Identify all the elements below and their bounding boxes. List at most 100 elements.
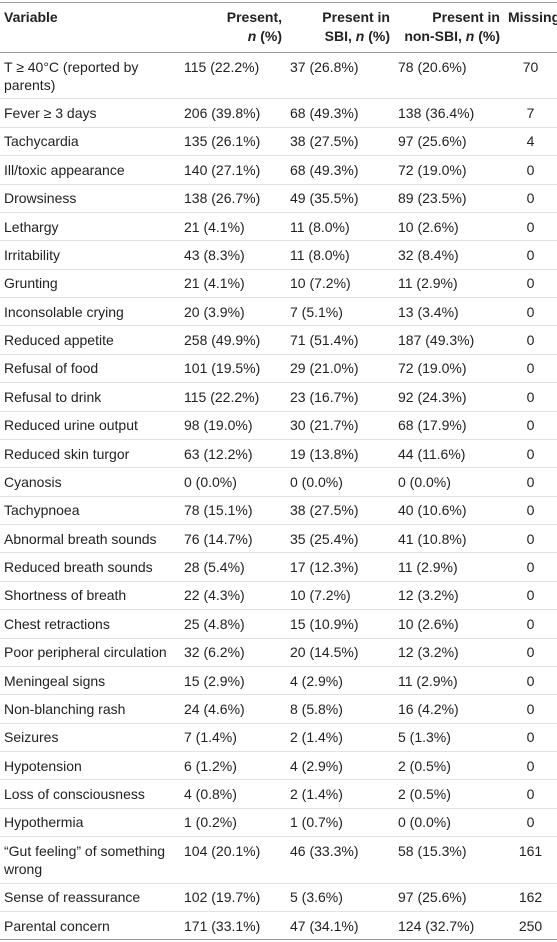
variable-cell: Chest retractions <box>0 609 180 639</box>
value-cell: 1 (0.7%) <box>286 808 394 838</box>
table-row: Cyanosis 0 (0.0%) 0 (0.0%) 0 (0.0%) 0 <box>0 467 557 497</box>
value-cell: 21 (4.1%) <box>180 269 286 299</box>
value-cell: 171 (33.1%) <box>184 917 261 934</box>
value-cell: 0 <box>504 751 557 781</box>
value-cell: 7 (1.4%) <box>180 723 286 753</box>
value-cell: 76 (14.7%) <box>180 524 286 554</box>
header-text: n (%) <box>247 28 282 44</box>
value-cell: 0 <box>504 240 557 270</box>
variable-cell: Shortness of breath <box>0 581 180 611</box>
value-cell: 68 (49.3%) <box>286 98 394 128</box>
value-cell: 72 (19.0%) <box>394 354 504 384</box>
table-row: Drowsiness 138 (26.7%) 49 (35.5%) 89 (23.5%… <box>0 184 557 213</box>
variable-cell: Sense of reassurance <box>0 883 180 912</box>
variable-cell: Parental concern <box>4 917 110 934</box>
table-row: Refusal of food 101 (19.5%) 29 (21.0%) 72 (… <box>0 354 557 384</box>
table-row: Inconsolable crying 20 (3.9%) 7 (5.1%) 13 (… <box>0 297 557 327</box>
value-cell: 0 <box>504 552 557 582</box>
table-row: T ≥ 40°C (reported by parents) 115 (22.2%… <box>0 52 557 100</box>
value-cell: 0 <box>504 496 557 526</box>
value-cell: 0 <box>504 411 557 440</box>
variable-cell: Ill/toxic appearance <box>0 155 180 185</box>
value-cell: 206 (39.8%) <box>180 98 286 128</box>
value-cell: 40 (10.6%) <box>394 496 504 526</box>
table-row: Shortness of breath 22 (4.3%) 10 (7.2%) 12 … <box>0 581 557 611</box>
value-cell: 0 <box>504 808 557 838</box>
value-cell: 2 (0.5%) <box>394 779 504 809</box>
table-row: Meningeal signs 15 (2.9%) 4 (2.9%) 11 (2.9%… <box>0 666 557 696</box>
value-cell: 0 <box>504 382 557 412</box>
value-cell: 22 (4.3%) <box>180 581 286 611</box>
value-cell: 68 (17.9%) <box>394 411 504 440</box>
value-cell: 20 (3.9%) <box>180 297 286 327</box>
value-cell: 2 (1.4%) <box>286 723 394 753</box>
variable-cell: Fever ≥ 3 days <box>0 98 180 128</box>
variable-cell: Tachycardia <box>0 127 180 157</box>
value-cell: 162 <box>504 883 557 912</box>
table-row: “Gut feeling” of something wrong 104 (20.… <box>0 836 557 884</box>
value-cell: 258 (49.9%) <box>180 325 286 355</box>
value-cell: 12 (3.2%) <box>394 638 504 667</box>
header-row: Variable Present, n (%) Present in SBI, n (%… <box>0 2 557 53</box>
variable-cell: Abnormal breath sounds <box>0 524 180 554</box>
value-cell: 104 (20.1%) <box>180 836 286 884</box>
value-cell: 46 (33.3%) <box>286 836 394 884</box>
variable-cell: Reduced skin turgor <box>0 439 180 469</box>
value-cell: 15 (2.9%) <box>180 666 286 696</box>
value-cell: 78 (15.1%) <box>180 496 286 526</box>
table-row: Lethargy 21 (4.1%) 11 (8.0%) 10 (2.6%) 0 <box>0 212 557 242</box>
variable-cell: Seizures <box>0 723 180 753</box>
value-cell: 47 (34.1%) <box>290 917 359 934</box>
value-cell: 10 (7.2%) <box>286 581 394 611</box>
variable-cell: Hypotension <box>0 751 180 781</box>
value-cell: 0 <box>504 779 557 809</box>
value-cell: 4 (0.8%) <box>180 779 286 809</box>
value-cell: 97 (25.6%) <box>394 883 504 912</box>
value-cell: 0 <box>504 325 557 355</box>
value-cell: 2 (1.4%) <box>286 779 394 809</box>
value-cell: 15 (10.9%) <box>286 609 394 639</box>
table-row: Fever ≥ 3 days 206 (39.8%) 68 (49.3%) 138 (… <box>0 98 557 128</box>
value-cell: 138 (26.7%) <box>180 184 286 213</box>
value-cell: 0 <box>504 666 557 696</box>
variable-cell: Meningeal signs <box>0 666 180 696</box>
value-cell: 89 (23.5%) <box>394 184 504 213</box>
table-body: T ≥ 40°C (reported by parents) 115 (22.2%… <box>0 52 557 940</box>
value-cell: 68 (49.3%) <box>286 155 394 185</box>
value-cell: 43 (8.3%) <box>180 240 286 270</box>
value-cell: 58 (15.3%) <box>394 836 504 884</box>
header-cell: Present in SBI, n (%) <box>286 2 394 53</box>
value-cell: 23 (16.7%) <box>286 382 394 412</box>
value-cell: 11 (2.9%) <box>394 269 504 299</box>
table-row: Loss of consciousness 4 (0.8%) 2 (1.4%) 2 (… <box>0 779 557 809</box>
table-row: Hypotension 6 (1.2%) 4 (2.9%) 2 (0.5%) 0 <box>0 751 557 781</box>
table-row: Reduced appetite 258 (49.9%) 71 (51.4%) 187… <box>0 325 557 355</box>
value-cell: 4 (2.9%) <box>286 666 394 696</box>
value-cell: 0 <box>504 694 557 724</box>
value-cell: 161 <box>504 836 557 884</box>
variable-cell: Irritability <box>0 240 180 270</box>
table-row: Chest retractions 25 (4.8%) 15 (10.9%) 10 (… <box>0 609 557 639</box>
table-row: Seizures 7 (1.4%) 2 (1.4%) 5 (1.3%) 0 <box>0 723 557 753</box>
value-cell: 4 (2.9%) <box>286 751 394 781</box>
value-cell: 0 <box>504 354 557 384</box>
value-cell: 19 (13.8%) <box>286 439 394 469</box>
value-cell: 115 (22.2%) <box>180 52 286 100</box>
value-cell: 11 (8.0%) <box>286 240 394 270</box>
value-cell: 32 (6.2%) <box>180 638 286 667</box>
header-text: Present, <box>226 9 282 25</box>
table-row: Non-blanching rash 24 (4.6%) 8 (5.8%) 16 (4… <box>0 694 557 724</box>
table-row: Reduced breath sounds 28 (5.4%) 17 (12.3%)… <box>0 552 557 582</box>
value-cell: 1 (0.2%) <box>180 808 286 838</box>
variable-cell: Reduced appetite <box>0 325 180 355</box>
value-cell: 11 (2.9%) <box>394 552 504 582</box>
value-cell: 35 (25.4%) <box>286 524 394 554</box>
value-cell: 0 (0.0%) <box>394 808 504 838</box>
value-cell: 0 <box>504 439 557 469</box>
value-cell: 70 <box>504 52 557 100</box>
value-cell: 115 (22.2%) <box>180 382 286 412</box>
value-cell: 32 (8.4%) <box>394 240 504 270</box>
value-cell: 0 <box>504 581 557 611</box>
table-row: Grunting 21 (4.1%) 10 (7.2%) 11 (2.9%) 0 <box>0 269 557 299</box>
